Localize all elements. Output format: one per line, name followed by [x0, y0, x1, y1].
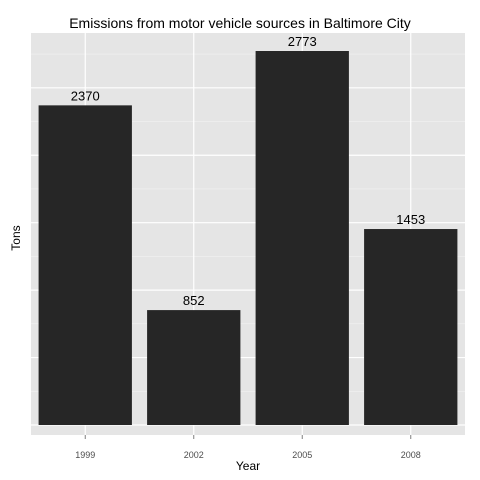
bars: [38, 51, 458, 426]
bar-2008: [364, 229, 458, 425]
x-tick-label-1999: 1999: [75, 450, 95, 460]
x-tick-label-2008: 2008: [401, 450, 421, 460]
chart-title: Emissions from motor vehicle sources in …: [69, 15, 411, 31]
data-label-2005: 2773: [288, 34, 317, 49]
bar-2002: [147, 310, 241, 425]
bar-1999: [38, 105, 132, 426]
data-label-1999: 2370: [71, 88, 100, 103]
y-axis-title: Tons: [9, 225, 23, 250]
x-tick-label-2005: 2005: [292, 450, 312, 460]
data-labels: 2370 852 2773 1453: [71, 34, 425, 308]
data-label-2002: 852: [183, 293, 205, 308]
x-axis-ticks: [84, 435, 412, 439]
bar-2005: [255, 51, 349, 425]
data-label-2008: 1453: [396, 212, 425, 227]
x-axis-tick-labels: 1999 2002 2005 2008: [75, 450, 421, 460]
x-axis-title: Year: [236, 459, 260, 473]
x-tick-label-2002: 2002: [184, 450, 204, 460]
